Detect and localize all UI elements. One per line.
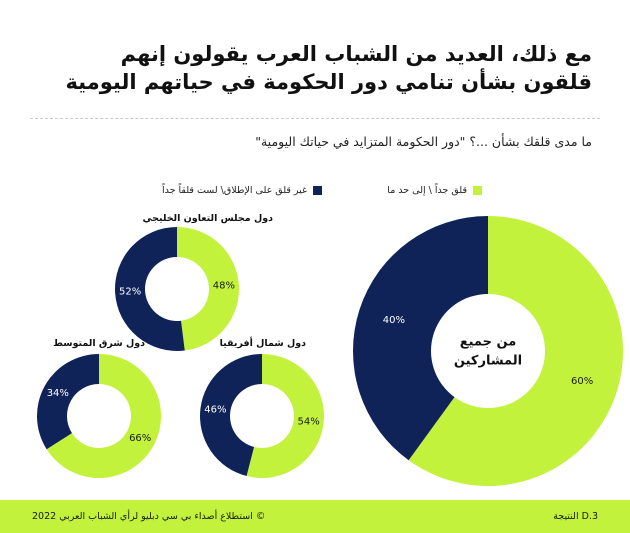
- donut-3-value-label-1: 34%: [47, 388, 69, 399]
- donut-2-value-label-0: 54%: [298, 416, 320, 427]
- donut-0-value-label-1: 40%: [383, 315, 405, 326]
- survey-question: ما مدى قلقك بشأن ...؟ "دور الحكومة المتز…: [255, 134, 592, 149]
- donut-1-slice-1: [114, 227, 185, 351]
- legend-label-worried: قلق جداً \ إلى حد ما: [387, 184, 467, 196]
- region-label-gcc: دول مجلس التعاون الخليجي: [142, 213, 273, 224]
- donut-2-slice-1: [200, 354, 262, 477]
- region-label-north-africa: دول شمال أفريقيا: [219, 338, 306, 349]
- footer-source: © استطلاع أصداء بي سي دبليو لرأي الشباب …: [32, 511, 266, 522]
- headline-line-1: مع ذلك، العديد من الشباب العرب يقولون إن…: [120, 42, 592, 66]
- donut-0-slice-0: [408, 216, 624, 487]
- donut-0-value-label-0: 60%: [571, 376, 593, 387]
- divider: [30, 118, 600, 119]
- legend-swatch-green: [473, 185, 482, 195]
- legend-swatch-navy: [313, 185, 322, 195]
- headline-line-2: قلقون بشأن تنامي دور الحكومة في حياتهم ا…: [65, 70, 592, 94]
- region-label-levant: دول شرق المتوسط: [53, 338, 145, 349]
- donut-1-slice-0: [177, 227, 239, 351]
- footer-bar: © استطلاع أصداء بي سي دبليو لرأي الشباب …: [0, 500, 630, 533]
- legend-label-not-worried: غير قلق على الإطلاق\ لست قلقاً جداً: [162, 184, 307, 196]
- donut-3-slice-1: [36, 354, 99, 450]
- legend-item-not-worried: غير قلق على الإطلاق\ لست قلقاً جداً: [162, 182, 322, 198]
- donut-0-slice-1: [353, 216, 488, 461]
- donut-2-value-label-1: 46%: [204, 405, 226, 416]
- donut-2-slice-0: [246, 354, 324, 478]
- footer-result-id: النتيجة D.3: [553, 511, 598, 522]
- donut-charts: 60% 40% 48% 52% 54% 46% 66% 34% من جميع المشاركين: [36, 216, 624, 487]
- legend-item-worried: قلق جداً \ إلى حد ما: [387, 182, 482, 198]
- donut-1-value-label-1: 52%: [119, 286, 141, 297]
- headline: مع ذلك، العديد من الشباب العرب يقولون إن…: [32, 40, 592, 96]
- donut-3-value-label-0: 66%: [129, 433, 151, 444]
- donut-0-center-label-line-1: من جميع: [460, 335, 517, 350]
- donut-3-slice-0: [46, 354, 161, 478]
- donut-1-value-label-0: 48%: [213, 281, 235, 292]
- donut-0-center-label-line-2: المشاركين: [454, 354, 522, 369]
